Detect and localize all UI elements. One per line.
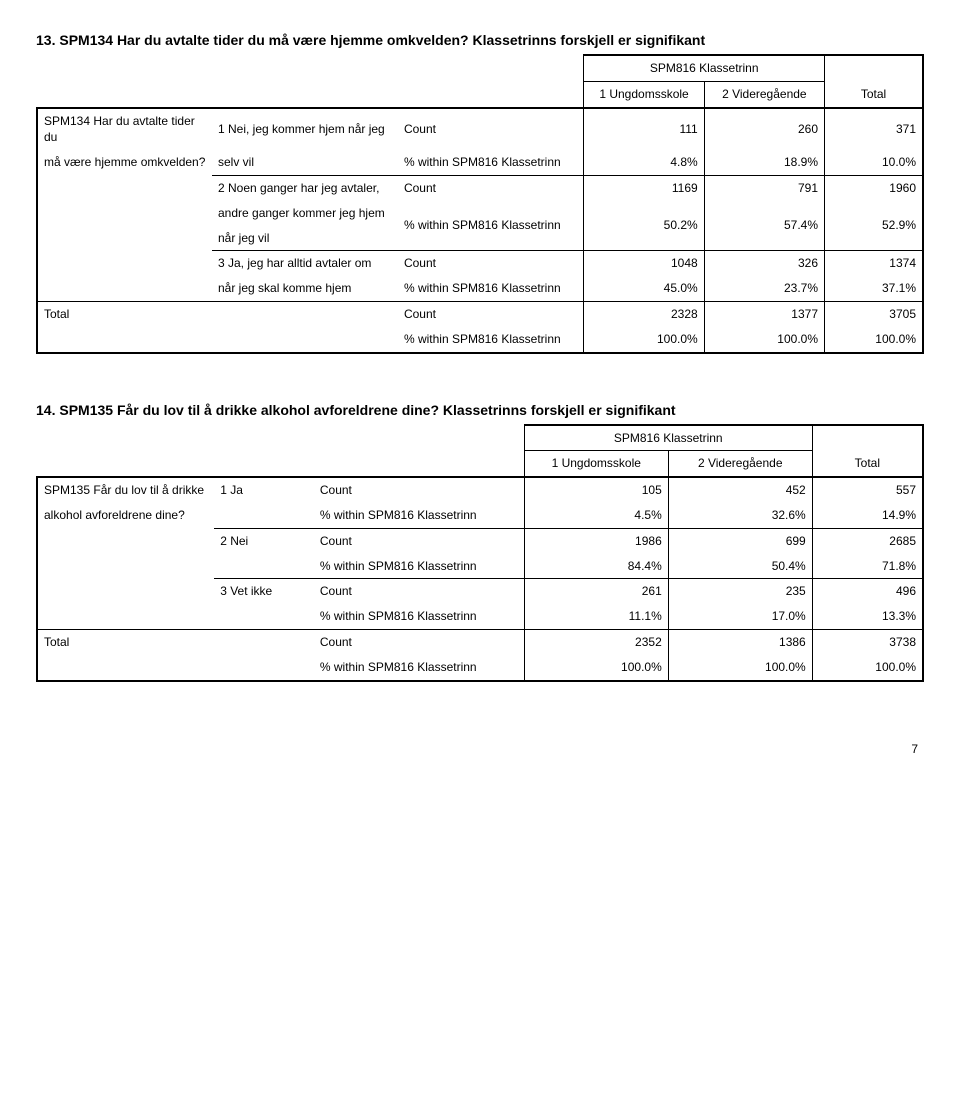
answer-label: 3 Ja, jeg har alltid avtaler om bbox=[212, 251, 398, 276]
cell-value: 1374 bbox=[825, 251, 924, 276]
cell-value: 699 bbox=[668, 528, 812, 553]
cell-value: 111 bbox=[584, 108, 704, 151]
question-label: SPM134 Har du avtalte tider du bbox=[37, 108, 212, 151]
answer-label: andre ganger kommer jeg hjem bbox=[212, 201, 398, 226]
cell-value: 71.8% bbox=[812, 554, 923, 579]
measure-label: % within SPM816 Klassetrinn bbox=[314, 604, 524, 629]
cell-value: 4.5% bbox=[524, 503, 668, 528]
cell-value: 100.0% bbox=[704, 327, 824, 353]
cell-value: 45.0% bbox=[584, 276, 704, 301]
col-header-total: Total bbox=[825, 81, 924, 107]
cell-value: 100.0% bbox=[668, 655, 812, 681]
cell-value: 3705 bbox=[825, 301, 924, 326]
crosstab-table-2: SPM816 Klassetrinn 1 Ungdomsskole 2 Vide… bbox=[36, 424, 924, 682]
measure-label: % within SPM816 Klassetrinn bbox=[314, 503, 524, 528]
total-row-label: Total bbox=[37, 301, 212, 326]
cell-value: 557 bbox=[812, 477, 923, 503]
measure-label: % within SPM816 Klassetrinn bbox=[398, 276, 584, 301]
cell-value: 1377 bbox=[704, 301, 824, 326]
cell-value: 52.9% bbox=[825, 201, 924, 251]
measure-label: % within SPM816 Klassetrinn bbox=[398, 150, 584, 175]
col-header-1: 1 Ungdomsskole bbox=[524, 451, 668, 477]
measure-label: % within SPM816 Klassetrinn bbox=[398, 327, 584, 353]
question-label: må være hjemme omkvelden? bbox=[37, 150, 212, 175]
cell-value: 100.0% bbox=[812, 655, 923, 681]
answer-label: 1 Ja bbox=[214, 477, 314, 503]
cell-value: 11.1% bbox=[524, 604, 668, 629]
cell-value: 2352 bbox=[524, 629, 668, 654]
measure-label: Count bbox=[314, 477, 524, 503]
cell-value: 23.7% bbox=[704, 276, 824, 301]
measure-label: Count bbox=[398, 251, 584, 276]
cell-value: 100.0% bbox=[825, 327, 924, 353]
cell-value: 100.0% bbox=[584, 327, 704, 353]
answer-label: 2 Nei bbox=[214, 528, 314, 553]
cell-value: 2685 bbox=[812, 528, 923, 553]
measure-label: Count bbox=[314, 579, 524, 604]
header-group: SPM816 Klassetrinn bbox=[524, 425, 812, 451]
cell-value: 57.4% bbox=[704, 201, 824, 251]
cell-value: 50.4% bbox=[668, 554, 812, 579]
answer-label: selv vil bbox=[212, 150, 398, 175]
measure-label: % within SPM816 Klassetrinn bbox=[314, 554, 524, 579]
cell-value: 326 bbox=[704, 251, 824, 276]
question-label: alkohol avforeldrene dine? bbox=[37, 503, 214, 528]
answer-label: når jeg vil bbox=[212, 226, 398, 251]
col-header-1: 1 Ungdomsskole bbox=[584, 81, 704, 107]
cell-value: 791 bbox=[704, 175, 824, 200]
cell-value: 2328 bbox=[584, 301, 704, 326]
col-header-2: 2 Videregående bbox=[668, 451, 812, 477]
answer-label: 1 Nei, jeg kommer hjem når jeg bbox=[212, 108, 398, 151]
cell-value: 1986 bbox=[524, 528, 668, 553]
cell-value: 1048 bbox=[584, 251, 704, 276]
cell-value: 4.8% bbox=[584, 150, 704, 175]
measure-label: % within SPM816 Klassetrinn bbox=[398, 201, 584, 251]
cell-value: 32.6% bbox=[668, 503, 812, 528]
measure-label: Count bbox=[314, 528, 524, 553]
section-title-1: 13. SPM134 Har du avtalte tider du må væ… bbox=[36, 32, 924, 48]
cell-value: 235 bbox=[668, 579, 812, 604]
cell-value: 261 bbox=[524, 579, 668, 604]
cell-value: 18.9% bbox=[704, 150, 824, 175]
page-number: 7 bbox=[36, 742, 924, 756]
section-title-2: 14. SPM135 Får du lov til å drikke alkoh… bbox=[36, 402, 924, 418]
cell-value: 37.1% bbox=[825, 276, 924, 301]
col-header-2: 2 Videregående bbox=[704, 81, 824, 107]
question-label: SPM135 Får du lov til å drikke bbox=[37, 477, 214, 503]
total-row-label: Total bbox=[37, 629, 214, 654]
cell-value: 105 bbox=[524, 477, 668, 503]
cell-value: 1386 bbox=[668, 629, 812, 654]
measure-label: Count bbox=[314, 629, 524, 654]
header-group: SPM816 Klassetrinn bbox=[584, 55, 825, 81]
cell-value: 14.9% bbox=[812, 503, 923, 528]
measure-label: Count bbox=[398, 108, 584, 151]
cell-value: 1960 bbox=[825, 175, 924, 200]
answer-label: når jeg skal komme hjem bbox=[212, 276, 398, 301]
col-header-total: Total bbox=[812, 451, 923, 477]
cell-value: 84.4% bbox=[524, 554, 668, 579]
cell-value: 496 bbox=[812, 579, 923, 604]
cell-value: 452 bbox=[668, 477, 812, 503]
measure-label: % within SPM816 Klassetrinn bbox=[314, 655, 524, 681]
cell-value: 13.3% bbox=[812, 604, 923, 629]
measure-label: Count bbox=[398, 175, 584, 200]
measure-label: Count bbox=[398, 301, 584, 326]
cell-value: 100.0% bbox=[524, 655, 668, 681]
cell-value: 260 bbox=[704, 108, 824, 151]
answer-label: 3 Vet ikke bbox=[214, 579, 314, 604]
answer-label: 2 Noen ganger har jeg avtaler, bbox=[212, 175, 398, 200]
cell-value: 17.0% bbox=[668, 604, 812, 629]
cell-value: 50.2% bbox=[584, 201, 704, 251]
cell-value: 10.0% bbox=[825, 150, 924, 175]
crosstab-table-1: SPM816 Klassetrinn 1 Ungdomsskole 2 Vide… bbox=[36, 54, 924, 354]
cell-value: 3738 bbox=[812, 629, 923, 654]
cell-value: 371 bbox=[825, 108, 924, 151]
cell-value: 1169 bbox=[584, 175, 704, 200]
